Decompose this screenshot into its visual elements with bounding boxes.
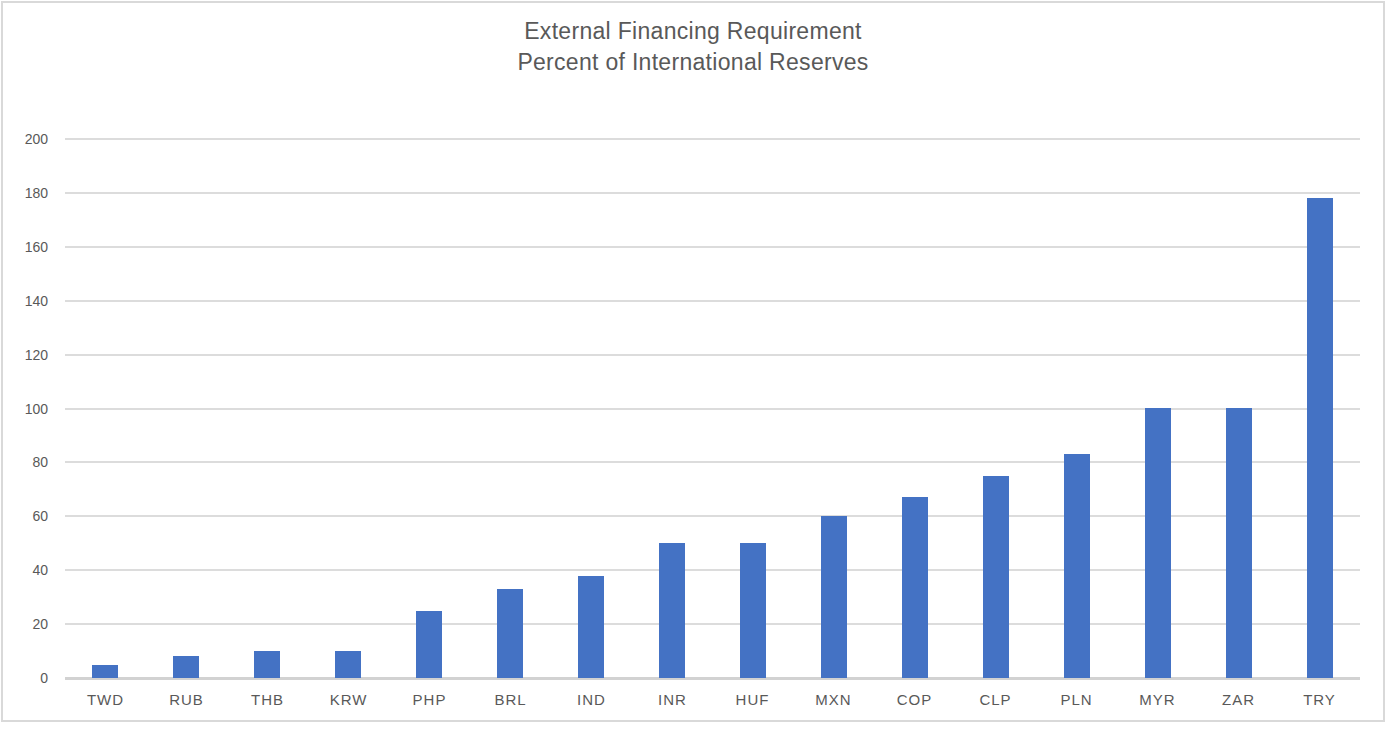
x-tick-label-KRW: KRW (308, 691, 389, 709)
bar-PHP (416, 611, 442, 678)
y-tick-label-100: 100 (2, 401, 48, 417)
y-tick-label-40: 40 (2, 562, 48, 578)
bar-RUB (173, 656, 199, 678)
x-tick-label-THB: THB (227, 691, 308, 709)
chart-title: External Financing Requirement Percent o… (0, 16, 1386, 78)
bar-KRW (335, 651, 361, 678)
x-tick-label-BRL: BRL (470, 691, 551, 709)
y-tick-label-120: 120 (2, 347, 48, 363)
chart-canvas: External Financing Requirement Percent o… (0, 0, 1399, 744)
y-tick-label-160: 160 (2, 239, 48, 255)
x-tick-label-RUB: RUB (146, 691, 227, 709)
x-tick-label-MXN: MXN (793, 691, 874, 709)
bar-INR (659, 543, 685, 678)
bar-IND (578, 576, 604, 678)
bar-MXN (821, 516, 847, 678)
bar-TWD (92, 665, 118, 678)
chart-border-frame (1, 1, 1385, 722)
bar-CLP (983, 476, 1009, 678)
chart-title-line2: Percent of International Reserves (0, 47, 1386, 78)
gridline-200 (65, 138, 1360, 140)
x-tick-label-MYR: MYR (1117, 691, 1198, 709)
bar-ZAR (1226, 408, 1252, 678)
bar-BRL (497, 589, 523, 678)
bar-TRY (1307, 198, 1333, 678)
y-tick-label-80: 80 (2, 454, 48, 470)
x-tick-label-TWD: TWD (65, 691, 146, 709)
x-tick-label-TRY: TRY (1279, 691, 1360, 709)
x-tick-label-CLP: CLP (955, 691, 1036, 709)
y-tick-label-20: 20 (2, 616, 48, 632)
y-tick-label-60: 60 (2, 508, 48, 524)
y-tick-label-200: 200 (2, 131, 48, 147)
bar-THB (254, 651, 280, 678)
y-tick-label-140: 140 (2, 293, 48, 309)
y-tick-label-180: 180 (2, 185, 48, 201)
x-tick-label-HUF: HUF (712, 691, 793, 709)
bar-COP (902, 497, 928, 678)
bar-HUF (740, 543, 766, 678)
x-tick-label-PHP: PHP (389, 691, 470, 709)
x-tick-label-ZAR: ZAR (1198, 691, 1279, 709)
x-tick-label-COP: COP (874, 691, 955, 709)
x-tick-label-IND: IND (551, 691, 632, 709)
gridline-120 (65, 354, 1360, 356)
gridline-140 (65, 300, 1360, 302)
gridline-160 (65, 246, 1360, 248)
x-tick-label-INR: INR (632, 691, 713, 709)
chart-title-line1: External Financing Requirement (0, 16, 1386, 47)
bar-MYR (1145, 408, 1171, 678)
bar-PLN (1064, 454, 1090, 678)
y-tick-label-0: 0 (2, 670, 48, 686)
gridline-180 (65, 192, 1360, 194)
x-tick-label-PLN: PLN (1036, 691, 1117, 709)
